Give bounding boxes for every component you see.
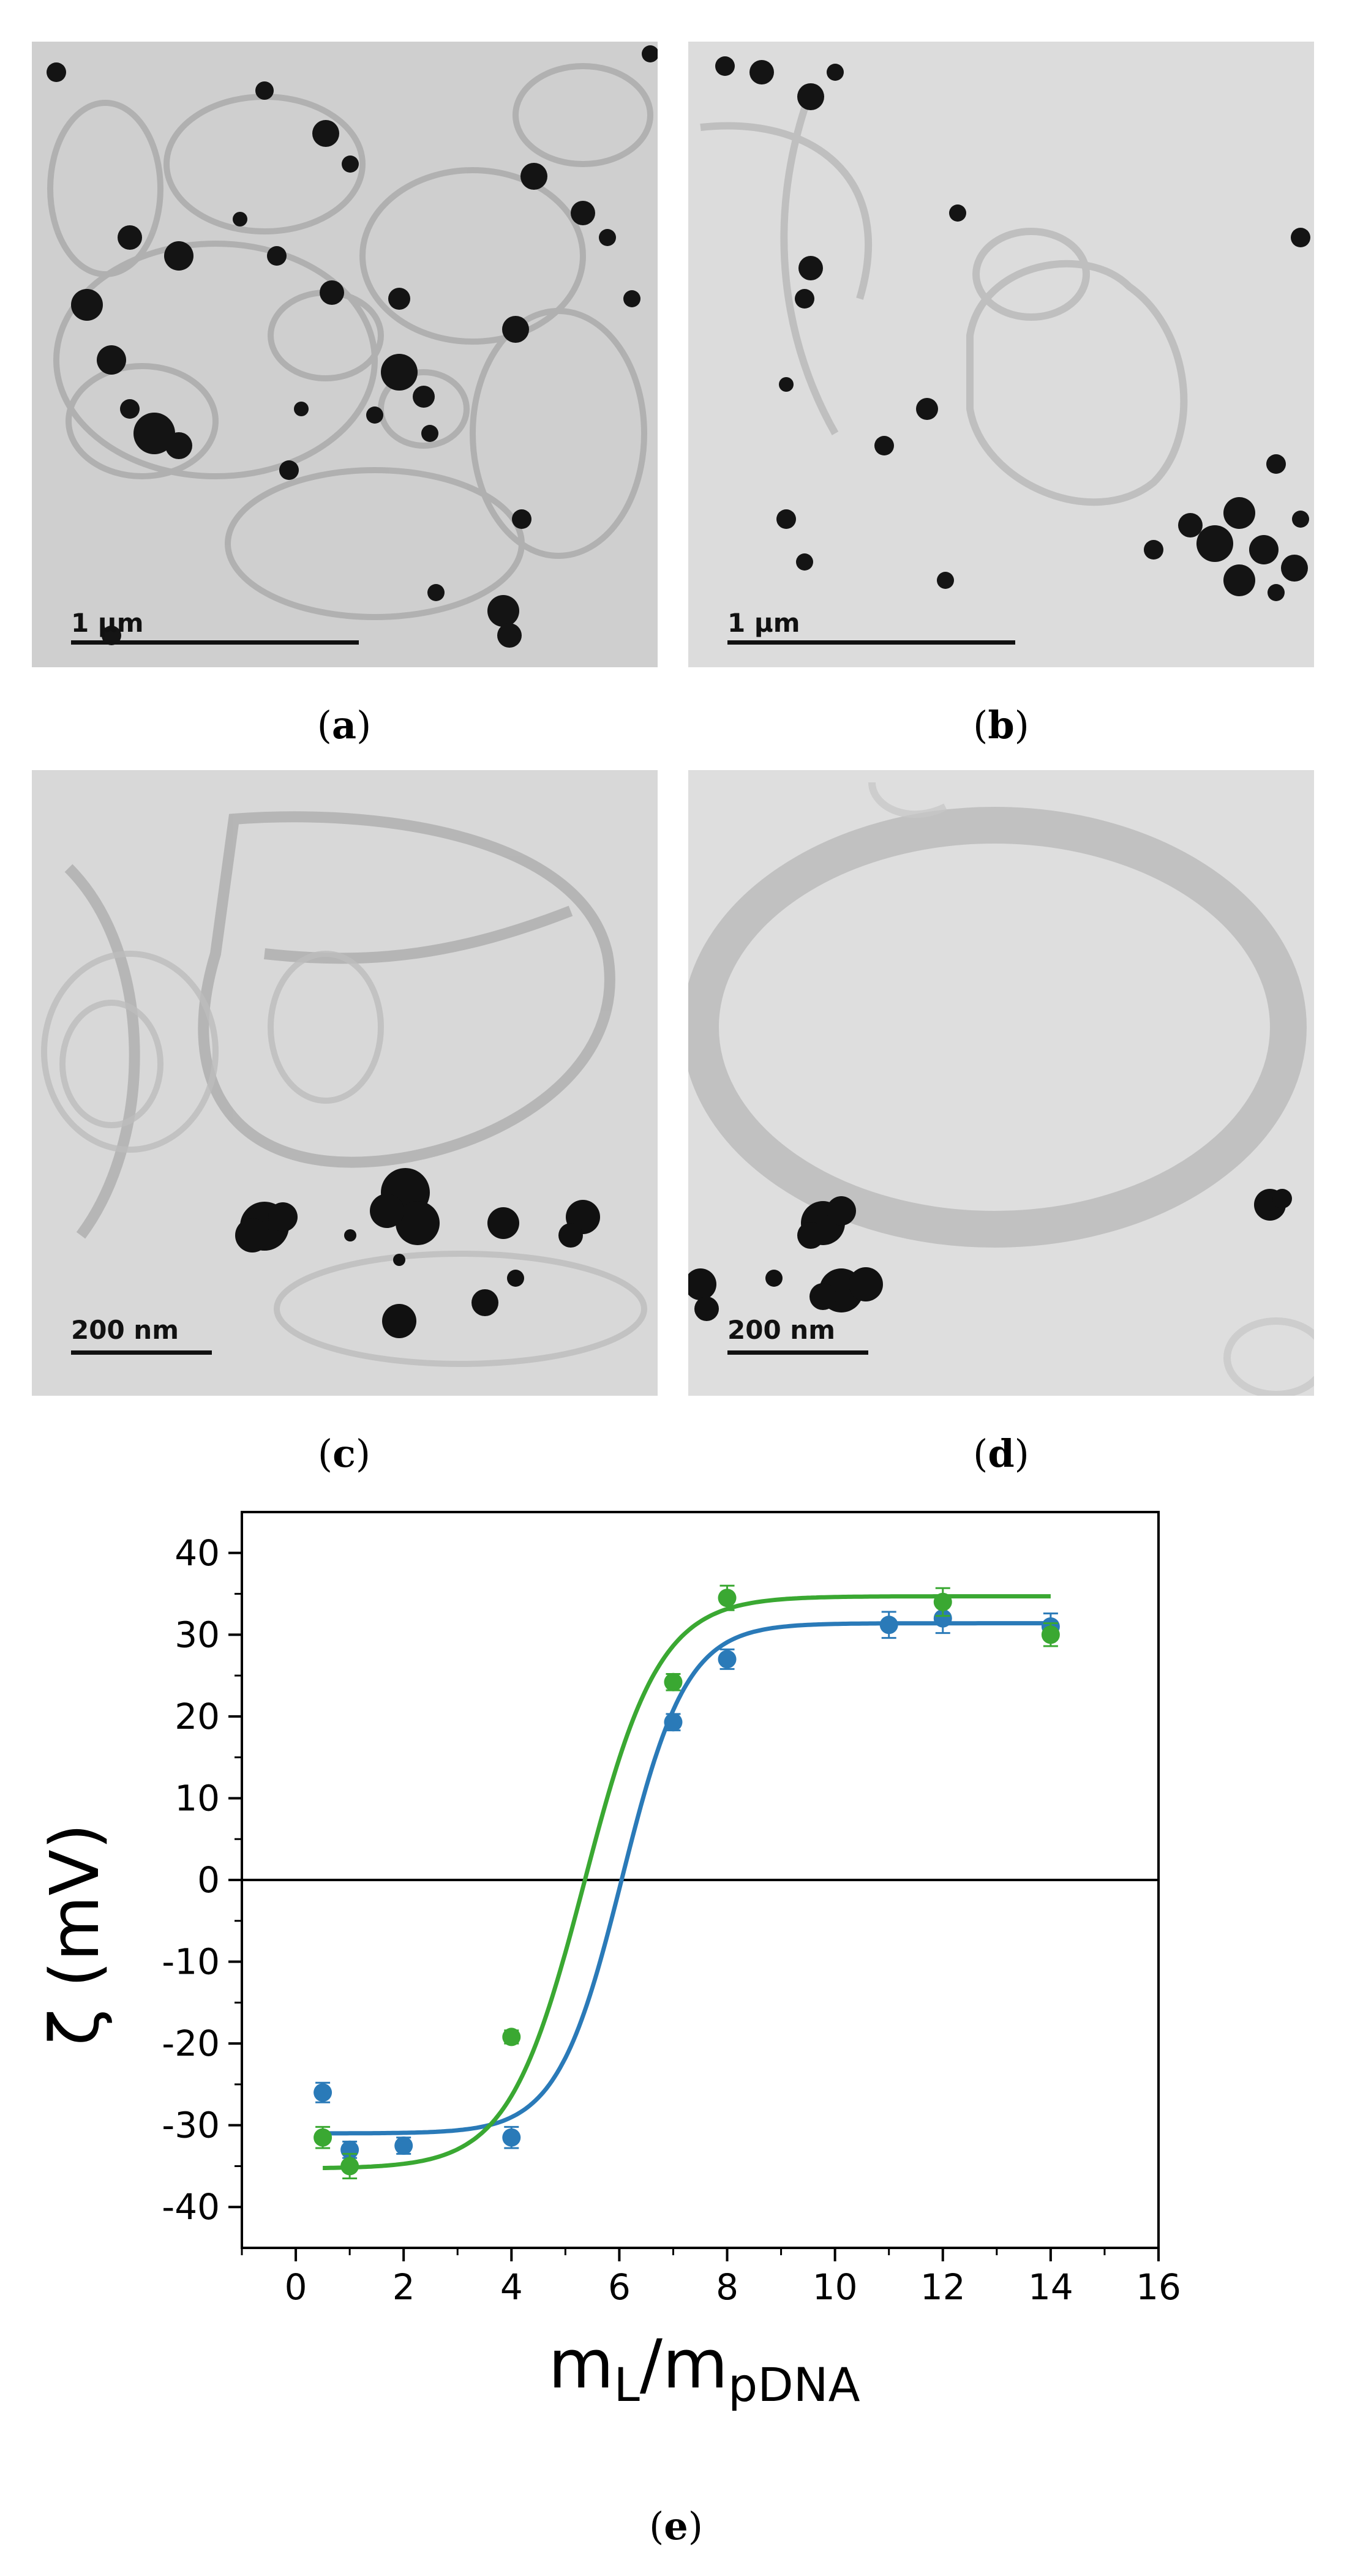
- x-tick-label-8: 16: [1136, 2266, 1181, 2308]
- scale-bar-label-a: 1 µm: [71, 608, 144, 638]
- x-tick-label-0: 0: [285, 2266, 307, 2308]
- data-point-s2-0: [314, 2128, 332, 2147]
- y-tick-label-1: -30: [162, 2105, 220, 2146]
- data-point-s1-0: [314, 2083, 332, 2102]
- fit-curve-series-2: [323, 1594, 1051, 2170]
- micrograph-b: 1 µm: [688, 42, 1314, 667]
- caption-b: (b): [973, 703, 1029, 747]
- x-axis-title: mL/mpDNA: [548, 2325, 860, 2412]
- x-tick-label-5: 10: [813, 2266, 858, 2308]
- y-tick-label-3: -10: [162, 1941, 220, 1983]
- x-axis-title-mid: /m: [640, 2325, 728, 2403]
- data-point-s2-3: [664, 1672, 683, 1691]
- scale-bar-c: [71, 1350, 212, 1355]
- caption-c: (c): [317, 1431, 371, 1476]
- y-axis-title: ζ (mV): [36, 1823, 114, 2045]
- caption-a: (a): [317, 703, 372, 747]
- y-tick-label-7: 30: [175, 1614, 220, 1655]
- micrograph-b-image: [688, 42, 1314, 667]
- caption-e: (e): [649, 2504, 703, 2548]
- fit-curve-series-1: [323, 1621, 1051, 2136]
- scale-bar-label-d: 200 nm: [727, 1315, 835, 1345]
- micrograph-c-image: [32, 770, 658, 1396]
- x-axis-title-main: m: [548, 2325, 614, 2403]
- zeta-potential-chart: 0 2 4 6 8 10 12 14 16 -40 -30 -20 -10 0 10 20 30 40 ζ (mV…: [36, 1511, 1181, 2412]
- x-tick-label-2: 4: [500, 2266, 523, 2308]
- data-point-s1-6: [879, 1616, 898, 1634]
- y-tick-label-0: -40: [162, 2186, 220, 2228]
- data-point-s2-6: [1041, 1625, 1060, 1644]
- y-tick-label-2: -20: [162, 2023, 220, 2064]
- y-tick-label-6: 20: [175, 1696, 220, 1737]
- data-point-s1-7: [933, 1609, 952, 1628]
- data-point-s2-2: [502, 2027, 521, 2046]
- x-axis-title-sub1: L: [614, 2357, 639, 2412]
- y-tick-label-8: 40: [175, 1532, 220, 1574]
- data-point-s1-2: [394, 2136, 413, 2155]
- data-point-s1-5: [718, 1650, 737, 1669]
- data-point-s2-5: [933, 1592, 952, 1611]
- data-point-s1-3: [502, 2128, 521, 2147]
- micrograph-d: 200 nm: [688, 770, 1314, 1396]
- micrograph-a: 1 µm: [32, 42, 658, 667]
- x-tick-label-1: 2: [392, 2266, 415, 2308]
- x-tick-label-7: 14: [1028, 2266, 1073, 2308]
- scale-bar-a: [71, 640, 359, 645]
- micrograph-a-image: [32, 42, 658, 667]
- micrograph-d-image: [688, 770, 1314, 1396]
- x-tick-label-6: 12: [920, 2266, 966, 2308]
- data-point-s2-4: [718, 1589, 737, 1608]
- data-point-s2-1: [340, 2157, 359, 2176]
- scale-bar-b: [727, 640, 1015, 645]
- scale-bar-label-c: 200 nm: [71, 1315, 179, 1345]
- scale-bar-label-b: 1 µm: [727, 608, 800, 638]
- micrograph-c: 200 nm: [32, 770, 658, 1396]
- scale-bar-d: [727, 1350, 868, 1355]
- y-tick-label-4: 0: [197, 1859, 220, 1901]
- caption-d: (d): [973, 1431, 1029, 1476]
- x-tick-label-4: 8: [716, 2266, 738, 2308]
- data-point-s1-4: [664, 1713, 683, 1732]
- x-tick-label-3: 6: [608, 2266, 631, 2308]
- y-tick-label-5: 10: [175, 1777, 220, 1819]
- x-axis-title-sub2: pDNA: [728, 2357, 860, 2412]
